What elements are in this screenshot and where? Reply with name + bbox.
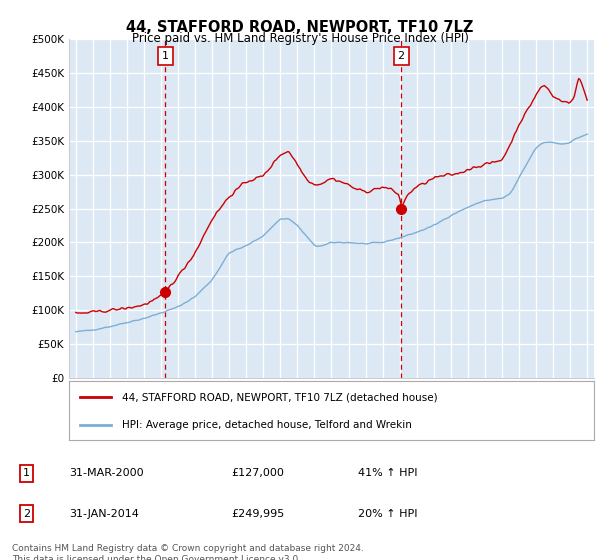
Text: 31-MAR-2000: 31-MAR-2000 <box>70 468 144 478</box>
Text: HPI: Average price, detached house, Telford and Wrekin: HPI: Average price, detached house, Telf… <box>121 420 412 430</box>
Text: 44, STAFFORD ROAD, NEWPORT, TF10 7LZ (detached house): 44, STAFFORD ROAD, NEWPORT, TF10 7LZ (de… <box>121 392 437 402</box>
Text: 2: 2 <box>398 51 404 61</box>
Text: 20% ↑ HPI: 20% ↑ HPI <box>358 508 417 519</box>
Text: 41% ↑ HPI: 41% ↑ HPI <box>358 468 417 478</box>
Text: 1: 1 <box>23 468 30 478</box>
Text: £127,000: £127,000 <box>231 468 284 478</box>
Text: 1: 1 <box>162 51 169 61</box>
Text: Price paid vs. HM Land Registry's House Price Index (HPI): Price paid vs. HM Land Registry's House … <box>131 32 469 45</box>
Text: 44, STAFFORD ROAD, NEWPORT, TF10 7LZ: 44, STAFFORD ROAD, NEWPORT, TF10 7LZ <box>127 20 473 35</box>
Text: £249,995: £249,995 <box>231 508 284 519</box>
Text: 2: 2 <box>23 508 30 519</box>
Text: Contains HM Land Registry data © Crown copyright and database right 2024.
This d: Contains HM Land Registry data © Crown c… <box>12 544 364 560</box>
Text: 31-JAN-2014: 31-JAN-2014 <box>70 508 139 519</box>
